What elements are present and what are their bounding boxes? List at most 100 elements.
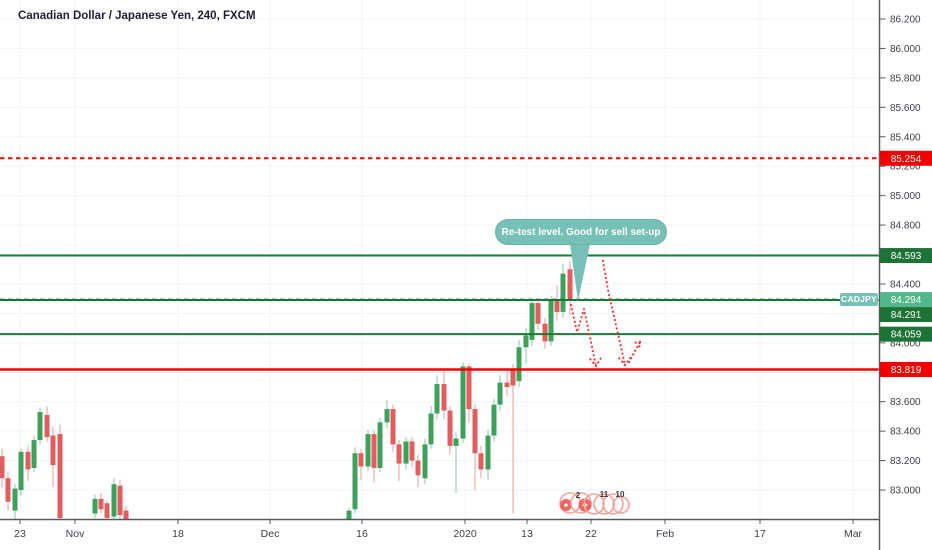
time-tick-label: Nov	[66, 528, 85, 540]
event-count-label: 11	[600, 490, 609, 499]
candlestick	[390, 404, 396, 452]
candle-body	[504, 382, 510, 387]
callout-note[interactable]: Re-test level. Good for sell set-up	[495, 219, 667, 245]
candle-body	[529, 303, 535, 340]
candle-body	[422, 444, 428, 479]
candlestick	[504, 369, 510, 396]
price-tick-label: 84.800	[890, 221, 921, 232]
time-tick-label: 18	[172, 528, 184, 540]
candle-body	[18, 451, 24, 491]
price-tick-label: 86.200	[890, 15, 921, 26]
candlestick	[434, 375, 440, 420]
candlestick	[415, 454, 421, 488]
event-count-label: 10	[616, 490, 625, 499]
candlestick	[352, 447, 358, 514]
price-tick-label: 85.000	[890, 191, 921, 202]
candlestick	[516, 339, 522, 387]
candle-body	[31, 439, 37, 468]
time-axis[interactable]	[0, 520, 932, 550]
symbol-title[interactable]: Canadian Dollar / Japanese Yen, 240, FXC…	[18, 10, 256, 22]
candle-body	[98, 498, 104, 510]
event-markers[interactable]: 2 11 10	[559, 490, 630, 515]
event-dot-icon	[564, 503, 568, 507]
candle-body	[542, 323, 548, 342]
arrow-path	[627, 340, 642, 364]
candle-body	[428, 413, 434, 445]
candle-body	[92, 498, 98, 514]
candle-body	[453, 438, 459, 446]
price-badge-84.593	[880, 248, 932, 264]
candlestick	[358, 448, 364, 480]
candlestick	[371, 429, 377, 483]
candle-body	[396, 444, 402, 464]
candlestick	[441, 370, 447, 420]
candle-body	[117, 485, 123, 516]
candlestick	[25, 445, 31, 482]
candlestick	[447, 406, 453, 455]
price-badge-83.819	[880, 361, 932, 377]
candlestick	[365, 429, 371, 471]
candle-body	[346, 510, 352, 520]
arrowhead	[588, 357, 598, 368]
candlestick	[57, 425, 63, 521]
price-tick-label: 83.000	[890, 486, 921, 497]
projection-arrow[interactable]	[569, 303, 603, 368]
callout-tail	[570, 244, 590, 301]
projection-arrow[interactable]	[627, 340, 642, 364]
candlestick	[409, 437, 415, 467]
price-tick-label: 83.600	[890, 397, 921, 408]
price-tick-label: 83.200	[890, 456, 921, 467]
time-tick-label: Feb	[656, 528, 674, 540]
arrowhead	[637, 340, 642, 352]
candle-body	[415, 460, 421, 476]
candle-body	[44, 414, 50, 438]
candlestick	[485, 429, 491, 480]
candle-body	[37, 412, 43, 440]
candle-body	[403, 441, 409, 464]
candlestick	[548, 295, 554, 346]
time-tick-label: 23	[14, 528, 26, 540]
candle-body	[516, 347, 522, 382]
time-tick-label: Mar	[844, 528, 863, 540]
candlestick	[554, 285, 560, 321]
price-badge-85.254	[880, 150, 932, 166]
arrow-path	[569, 303, 598, 368]
candle-body	[485, 435, 491, 470]
candlestick	[453, 432, 459, 493]
time-tick-label: Dec	[261, 528, 280, 540]
candle-body	[466, 366, 472, 410]
candle-body	[447, 410, 453, 446]
candlestick	[37, 407, 43, 445]
candlestick	[403, 437, 409, 470]
price-badge-label: 84.059	[891, 330, 922, 341]
price-tick-label: 85.600	[890, 103, 921, 114]
event-circle	[583, 493, 605, 515]
candle-body	[0, 456, 5, 479]
price-badge-84.291	[880, 307, 932, 323]
candlestick	[560, 263, 566, 318]
candlestick	[12, 484, 18, 520]
event-circle	[602, 493, 624, 515]
time-tick-label: 16	[356, 528, 368, 540]
candle-body	[371, 434, 377, 468]
price-badge-label: 84.291	[891, 310, 922, 321]
price-axis[interactable]	[879, 0, 932, 550]
candlestick	[472, 404, 478, 491]
price-tick-label: 86.000	[890, 44, 921, 55]
candlestick	[567, 260, 573, 315]
candlestick	[478, 445, 484, 479]
candle-body	[57, 434, 63, 519]
candle-body	[460, 366, 466, 439]
price-badge-label: 84.294	[891, 295, 922, 306]
candlestick	[466, 363, 472, 423]
candlestick	[0, 448, 5, 488]
event-circle	[593, 493, 615, 515]
candle-body	[104, 503, 110, 519]
candle-body	[567, 269, 573, 300]
price-badge-label: 85.254	[891, 154, 922, 165]
candlestick	[44, 406, 50, 442]
candle-body	[548, 300, 554, 342]
arrow-path	[601, 259, 627, 367]
candlestick	[50, 426, 56, 488]
